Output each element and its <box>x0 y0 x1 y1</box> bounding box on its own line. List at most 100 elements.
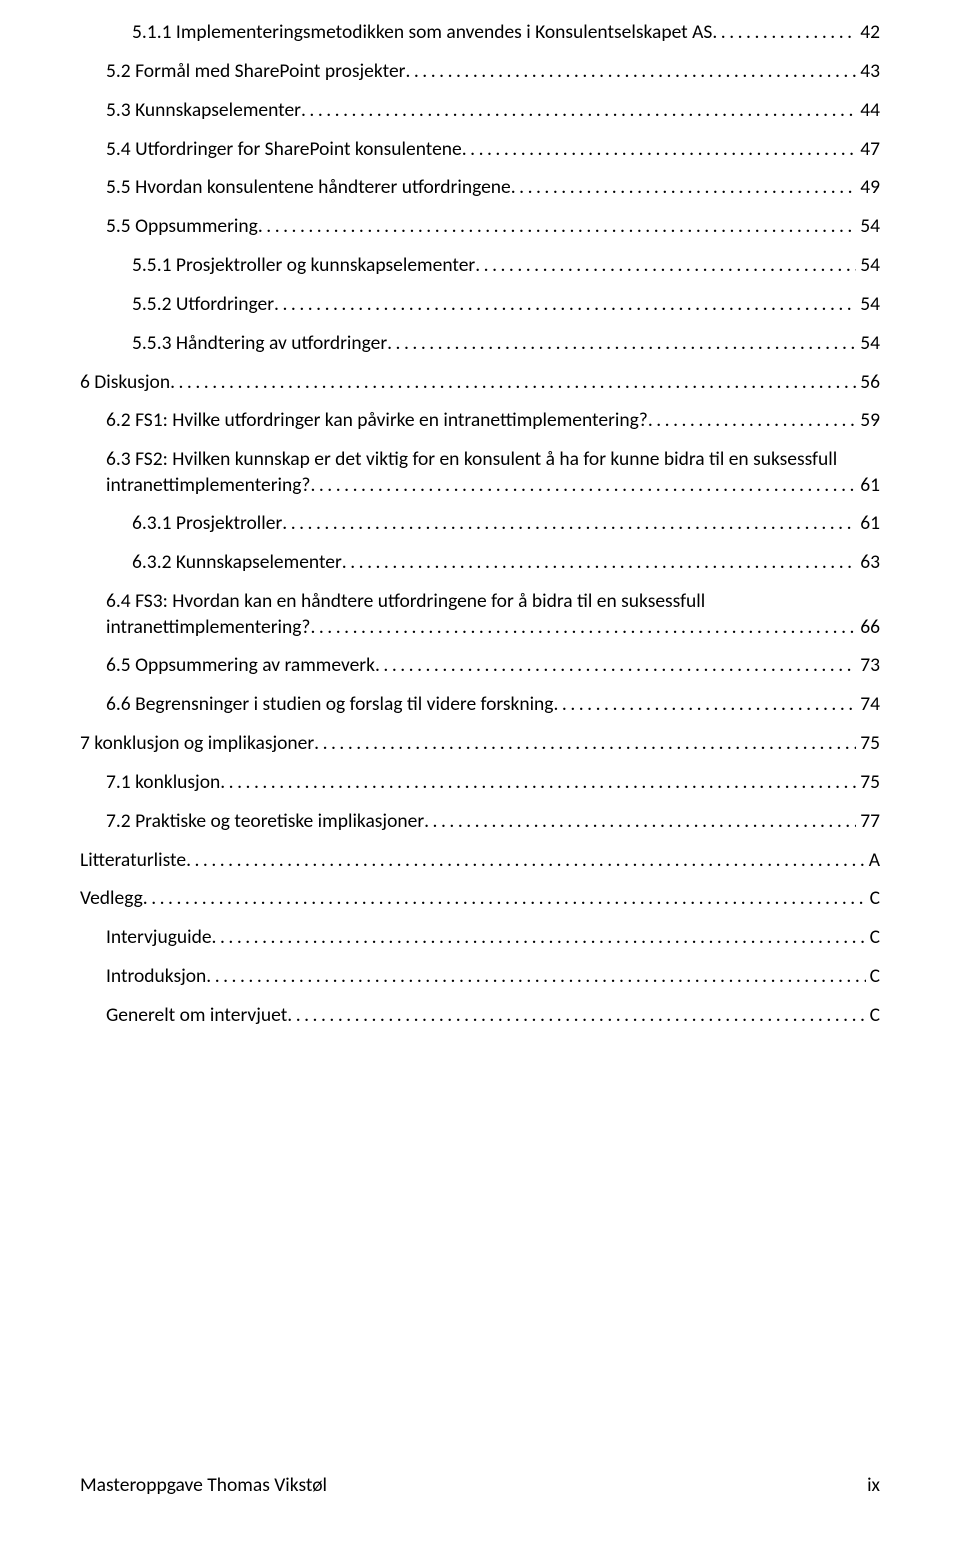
toc-label: 5.1.1 Implementeringsmetodikken som anve… <box>132 20 712 45</box>
toc-entry: 5.2 Formål med SharePoint prosjekter 43 <box>106 59 880 84</box>
toc-page-number: 61 <box>856 473 880 498</box>
toc-label: 5.3 Kunnskapselementer <box>106 98 301 123</box>
toc-dots <box>314 731 856 756</box>
toc-dots <box>287 1003 865 1028</box>
toc-entry: Intervjuguide C <box>106 925 880 950</box>
toc-entry: 5.5 Hvordan konsulentene håndterer utfor… <box>106 175 880 200</box>
toc-label: 6.3 FS2: Hvilken kunnskap er det viktig … <box>106 447 837 472</box>
toc-entry: 5.1.1 Implementeringsmetodikken som anve… <box>132 20 880 45</box>
toc-page-number: 56 <box>856 370 880 395</box>
page-footer: Masteroppgave Thomas Vikstøl ix <box>80 1473 880 1497</box>
toc-entry: 6 Diskusjon 56 <box>80 370 880 395</box>
toc-label: intranettimplementering? <box>106 473 310 498</box>
toc-dots <box>462 137 856 162</box>
toc-dots <box>511 175 856 200</box>
toc-dots <box>387 331 856 356</box>
toc-dots <box>206 964 865 989</box>
toc-label: 5.5.1 Prosjektroller og kunnskapselement… <box>132 253 475 278</box>
toc-page-number: 75 <box>856 731 880 756</box>
toc-dots <box>712 20 856 45</box>
toc-label: 7.1 konklusjon <box>106 770 220 795</box>
toc-label: intranettimplementering? <box>106 615 310 640</box>
toc-entry: 6.4 FS3: Hvordan kan en håndtere utfordr… <box>106 589 880 640</box>
toc-entry: 5.5.1 Prosjektroller og kunnskapselement… <box>132 253 880 278</box>
toc-entry: 5.3 Kunnskapselementer 44 <box>106 98 880 123</box>
toc-dots <box>274 292 856 317</box>
toc-page-number: 54 <box>856 331 880 356</box>
toc-entry: 6.3.2 Kunnskapselementer 63 <box>132 550 880 575</box>
toc-label: 6.5 Oppsummering av rammeverk <box>106 653 375 678</box>
toc-label: Intervjuguide <box>106 925 212 950</box>
toc-page-number: 59 <box>856 408 880 433</box>
toc-entry: Litteraturliste A <box>80 848 880 873</box>
toc-dots <box>143 886 866 911</box>
toc-page-number: C <box>866 925 880 950</box>
toc-page-number: 42 <box>856 20 880 45</box>
toc-dots <box>648 408 856 433</box>
toc-page-number: 63 <box>856 550 880 575</box>
toc-page-number: 54 <box>856 292 880 317</box>
toc-dots <box>186 848 865 873</box>
toc-dots <box>310 473 856 498</box>
toc-label: Generelt om intervjuet <box>106 1003 287 1028</box>
toc-dots <box>212 925 866 950</box>
toc-label: 6.4 FS3: Hvordan kan en håndtere utfordr… <box>106 589 705 614</box>
table-of-contents: 5.1.1 Implementeringsmetodikken som anve… <box>80 20 880 1028</box>
toc-label: Litteraturliste <box>80 848 186 873</box>
toc-entry: 6.5 Oppsummering av rammeverk 73 <box>106 653 880 678</box>
toc-entry: 6.3.1 Prosjektroller61 <box>132 511 880 536</box>
footer-left: Masteroppgave Thomas Vikstøl <box>80 1473 327 1497</box>
toc-entry: 6.6 Begrensninger i studien og forslag t… <box>106 692 880 717</box>
toc-label: Introduksjon <box>106 964 206 989</box>
toc-dots <box>301 98 856 123</box>
toc-page-number: 43 <box>856 59 880 84</box>
toc-dots <box>282 511 856 536</box>
footer-right: ix <box>867 1473 880 1497</box>
toc-entry: 5.5 Oppsummering 54 <box>106 214 880 239</box>
toc-entry: Vedlegg C <box>80 886 880 911</box>
toc-label: 7.2 Praktiske og teoretiske implikasjone… <box>106 809 424 834</box>
toc-page-number: 77 <box>856 809 880 834</box>
toc-page-number: 66 <box>856 615 880 640</box>
toc-entry: Introduksjon C <box>106 964 880 989</box>
toc-entry: 5.5.2 Utfordringer 54 <box>132 292 880 317</box>
toc-label: 5.2 Formål med SharePoint prosjekter <box>106 59 405 84</box>
toc-page-number: A <box>865 848 880 873</box>
toc-entry: 7.1 konklusjon 75 <box>106 770 880 795</box>
toc-page-number: 54 <box>856 214 880 239</box>
toc-entry: Generelt om intervjuetC <box>106 1003 880 1028</box>
toc-page-number: 44 <box>856 98 880 123</box>
toc-page-number: C <box>866 964 880 989</box>
toc-entry: 7.2 Praktiske og teoretiske implikasjone… <box>106 809 880 834</box>
toc-page-number: 75 <box>856 770 880 795</box>
toc-label: 5.5 Oppsummering <box>106 214 258 239</box>
toc-label: 5.5.2 Utfordringer <box>132 292 274 317</box>
toc-label: 5.5 Hvordan konsulentene håndterer utfor… <box>106 175 511 200</box>
toc-dots <box>258 214 856 239</box>
toc-page-number: C <box>866 886 880 911</box>
toc-dots <box>170 370 856 395</box>
toc-label: 5.4 Utfordringer for SharePoint konsulen… <box>106 137 462 162</box>
toc-label: 6.3.1 Prosjektroller <box>132 511 282 536</box>
toc-page-number: 47 <box>856 137 880 162</box>
toc-label: 6.3.2 Kunnskapselementer <box>132 550 342 575</box>
toc-dots <box>553 692 856 717</box>
toc-entry: 6.3 FS2: Hvilken kunnskap er det viktig … <box>106 447 880 498</box>
toc-dots <box>405 59 856 84</box>
toc-label: Vedlegg <box>80 886 143 911</box>
toc-label: 6.6 Begrensninger i studien og forslag t… <box>106 692 553 717</box>
toc-dots <box>375 653 856 678</box>
toc-entry: 5.4 Utfordringer for SharePoint konsulen… <box>106 137 880 162</box>
toc-label: 6.2 FS1: Hvilke utfordringer kan påvirke… <box>106 408 648 433</box>
toc-dots <box>220 770 856 795</box>
toc-dots <box>424 809 856 834</box>
toc-entry: 7 konklusjon og implikasjoner 75 <box>80 731 880 756</box>
toc-page: 5.1.1 Implementeringsmetodikken som anve… <box>0 0 960 1028</box>
toc-page-number: 49 <box>856 175 880 200</box>
toc-entry: 5.5.3 Håndtering av utfordringer54 <box>132 331 880 356</box>
toc-page-number: 73 <box>856 653 880 678</box>
toc-label: 7 konklusjon og implikasjoner <box>80 731 314 756</box>
toc-dots <box>342 550 856 575</box>
toc-page-number: 54 <box>856 253 880 278</box>
toc-label: 6 Diskusjon <box>80 370 170 395</box>
